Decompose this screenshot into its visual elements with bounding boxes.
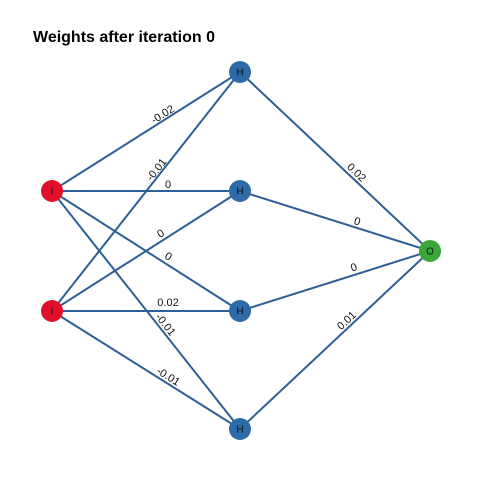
edge — [239, 190, 431, 252]
node — [41, 180, 63, 202]
edge-weight: -0.01 — [154, 365, 182, 388]
edge-weight: -0.02 — [149, 103, 177, 127]
node-label: I — [51, 187, 54, 198]
node-label: O — [426, 247, 434, 258]
edge-weight: 0 — [349, 261, 358, 274]
node — [229, 61, 251, 83]
edge — [51, 190, 241, 430]
node — [41, 300, 63, 322]
node — [229, 300, 251, 322]
node — [229, 418, 251, 440]
edge-weight: -0.01 — [153, 311, 178, 338]
title: Weights after iteration 0 — [33, 29, 215, 46]
node — [229, 180, 251, 202]
edge-weight: 0 — [352, 215, 361, 228]
edge-weight: 0.02 — [344, 161, 368, 184]
edge — [51, 71, 241, 192]
edge — [51, 190, 241, 312]
node-label: I — [51, 307, 54, 318]
edge-weight: 0.01 — [335, 309, 359, 332]
node-label: H — [236, 307, 243, 318]
edge — [239, 250, 431, 312]
node — [419, 240, 441, 262]
edge — [239, 71, 431, 252]
edge-weight: 0.02 — [157, 297, 178, 309]
edge-weight: 0 — [165, 179, 171, 191]
edge — [239, 250, 431, 430]
node-label: H — [236, 187, 243, 198]
edge-weight: 0 — [155, 227, 167, 240]
edge — [51, 310, 241, 430]
node-label: H — [236, 425, 243, 436]
edge-weight: 0 — [162, 250, 174, 263]
node-label: H — [236, 68, 243, 79]
